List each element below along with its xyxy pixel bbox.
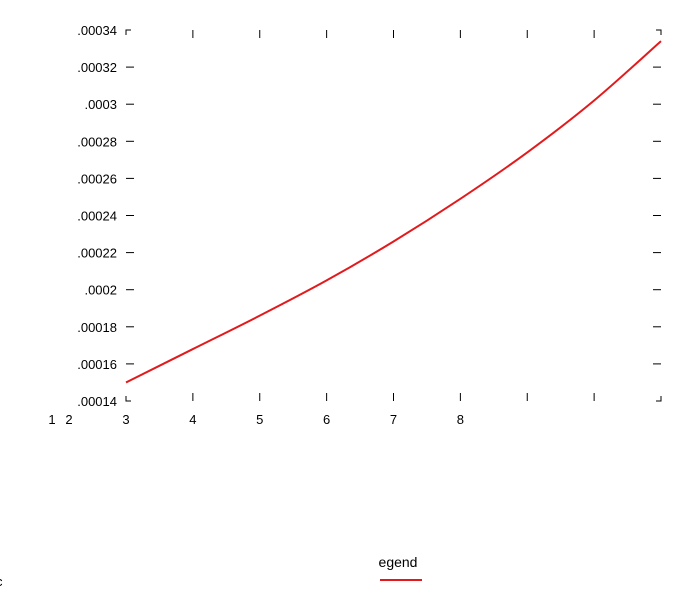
y-tick-label: .00016 [77, 357, 117, 372]
x-tick-label: 6 [323, 412, 330, 427]
axis-corner [125, 396, 131, 402]
y-tick-label: .00014 [77, 394, 117, 409]
x-tick-label: 4 [189, 412, 196, 427]
series-line [125, 40, 662, 384]
axis-corner [656, 29, 662, 35]
y-tick-label: .0002 [84, 283, 117, 298]
y-tick-label: .00024 [77, 209, 117, 224]
x-tick-label: 5 [256, 412, 263, 427]
x-tick-label: 1 [48, 412, 55, 427]
axis-corner [656, 396, 662, 402]
x-tick-label: 3 [122, 412, 129, 427]
y-axis-ticks: .00034 .00032 .0003 .00028 .00026 .00024 .0002… [77, 23, 661, 409]
x-tick-label: 8 [457, 412, 464, 427]
y-tick-label: .00018 [77, 320, 117, 335]
x-tick-label: 7 [390, 412, 397, 427]
y-tick-label: .00026 [77, 171, 117, 186]
legend: egend [379, 554, 422, 581]
y-tick-label: .00032 [77, 60, 117, 75]
plot-axes [125, 29, 662, 402]
x-tick-label: 2 [65, 412, 72, 427]
y-tick-label: .00022 [77, 246, 117, 261]
y-tick-label: .00034 [77, 23, 117, 38]
legend-label: egend [379, 554, 418, 570]
y-tick-label: .00028 [77, 134, 117, 149]
y-tick-label: .0003 [84, 97, 117, 112]
stray-label: c [0, 574, 3, 589]
axis-corner [125, 29, 131, 35]
series-lines [125, 40, 662, 384]
